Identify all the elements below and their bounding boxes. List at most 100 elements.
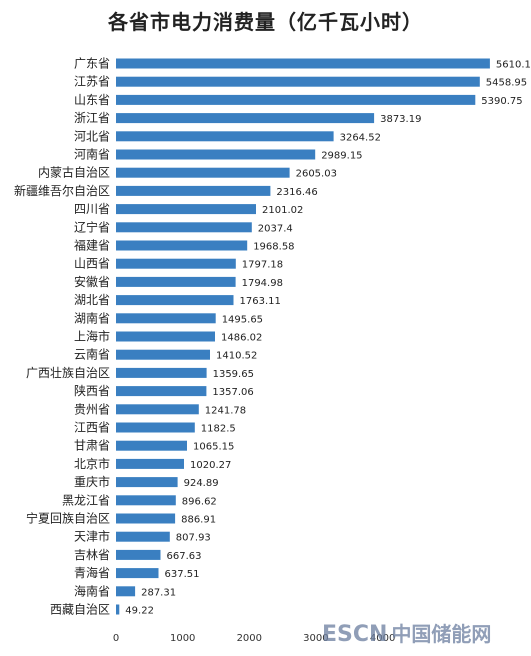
value-label: 2101.02 [262,205,303,216]
category-label: 江苏省 [74,75,110,89]
bar [116,258,236,269]
category-label: 宁夏回族自治区 [26,511,110,526]
x-axis-ticks: 0 1000 2000 3000 4000 [113,633,396,644]
bar [116,276,236,287]
value-label: 287.31 [141,587,176,598]
value-label: 49.22 [125,606,154,617]
chart-title: 各省市电力消费量（亿千瓦小时） [108,10,423,34]
watermark-logo: ESCN 中国储能网 [322,618,491,647]
bar [116,367,207,378]
category-label: 安徽省 [74,274,110,289]
category-label: 山东省 [74,93,110,107]
category-label: 上海市 [74,329,110,344]
value-label: 5610.13 [496,60,531,71]
bar [116,331,215,342]
bar [116,531,170,542]
value-label: 1359.65 [213,369,254,380]
category-label: 福建省 [74,238,110,253]
category-label: 北京市 [74,456,110,471]
value-label: 1357.06 [212,387,253,398]
category-label: 广东省 [74,57,110,71]
x-tick-label: 2000 [237,633,262,644]
bar [116,167,290,178]
category-label: 四川省 [74,202,110,216]
value-label: 896.62 [182,496,217,507]
value-label: 3264.52 [340,132,381,143]
category-label: 新疆维吾尔自治区 [14,183,110,198]
value-label: 5458.95 [486,78,527,89]
category-label: 吉林省 [74,548,110,562]
category-label: 山西省 [74,257,110,271]
bar [116,131,334,142]
value-label: 1797.18 [242,260,283,271]
value-label: 2989.15 [321,151,362,162]
category-label: 广西壮族自治区 [26,366,110,380]
bar [116,349,210,360]
value-label: 924.89 [184,478,219,489]
category-label: 重庆市 [74,474,110,489]
category-label: 湖南省 [74,310,110,325]
category-label: 浙江省 [74,111,110,125]
value-label: 2605.03 [296,169,337,180]
bar [116,94,476,105]
value-label: 1020.27 [190,460,231,471]
value-label: 1495.65 [222,314,263,325]
value-label: 1794.98 [242,278,283,289]
watermark-latin: ESCN [322,622,388,647]
category-label: 河南省 [74,147,110,162]
category-labels: 广东省江苏省山东省浙江省河北省河南省内蒙古自治区新疆维吾尔自治区四川省辽宁省福建… [14,57,110,617]
category-label: 江西省 [74,421,110,435]
category-label: 海南省 [74,583,110,598]
bar [116,404,199,415]
bar [116,185,271,196]
bar [116,222,252,233]
value-label: 1241.78 [205,405,246,416]
category-label: 黑龙江省 [62,493,110,507]
value-label: 2037.4 [258,223,293,234]
bar [116,58,490,69]
category-label: 青海省 [74,565,110,580]
bar [116,477,178,488]
bar [116,604,120,615]
category-label: 陕西省 [74,383,110,398]
bar [116,76,480,87]
value-label: 1968.58 [253,242,294,253]
x-tick-label: 1000 [170,633,195,644]
x-tick-label: 4000 [370,633,395,644]
category-label: 贵州省 [74,402,110,416]
bar [116,386,207,397]
x-tick-label: 3000 [303,633,328,644]
bar [116,458,184,469]
bar [116,513,176,524]
value-label: 1410.52 [216,351,257,362]
bar [116,586,136,597]
bar [116,422,195,433]
value-label: 886.91 [181,515,216,526]
category-label: 天津市 [74,529,110,544]
x-tick-label: 0 [113,633,119,644]
bar [116,149,316,160]
bar [116,113,375,124]
value-label: 667.63 [167,551,202,562]
value-label: 1065.15 [193,442,234,453]
bar [116,313,216,324]
value-label: 3873.19 [380,114,421,125]
value-label: 1763.11 [240,296,281,307]
value-label: 2316.46 [276,187,317,198]
bar [116,495,176,506]
value-label: 637.51 [165,569,200,580]
category-label: 辽宁省 [74,219,110,234]
value-labels: 5610.13 5458.95 5390.75 3873.19 3264.52 2989.… [125,60,531,617]
bars-layer [116,58,490,615]
value-label: 1486.02 [221,333,262,344]
bar [116,295,234,306]
category-label: 湖北省 [74,292,110,307]
value-label: 807.93 [176,533,211,544]
bar [116,568,159,579]
bar [116,549,161,560]
category-label: 内蒙古自治区 [38,165,110,180]
category-label: 甘肃省 [74,439,110,453]
bar [116,240,248,251]
category-label: 云南省 [74,347,110,362]
